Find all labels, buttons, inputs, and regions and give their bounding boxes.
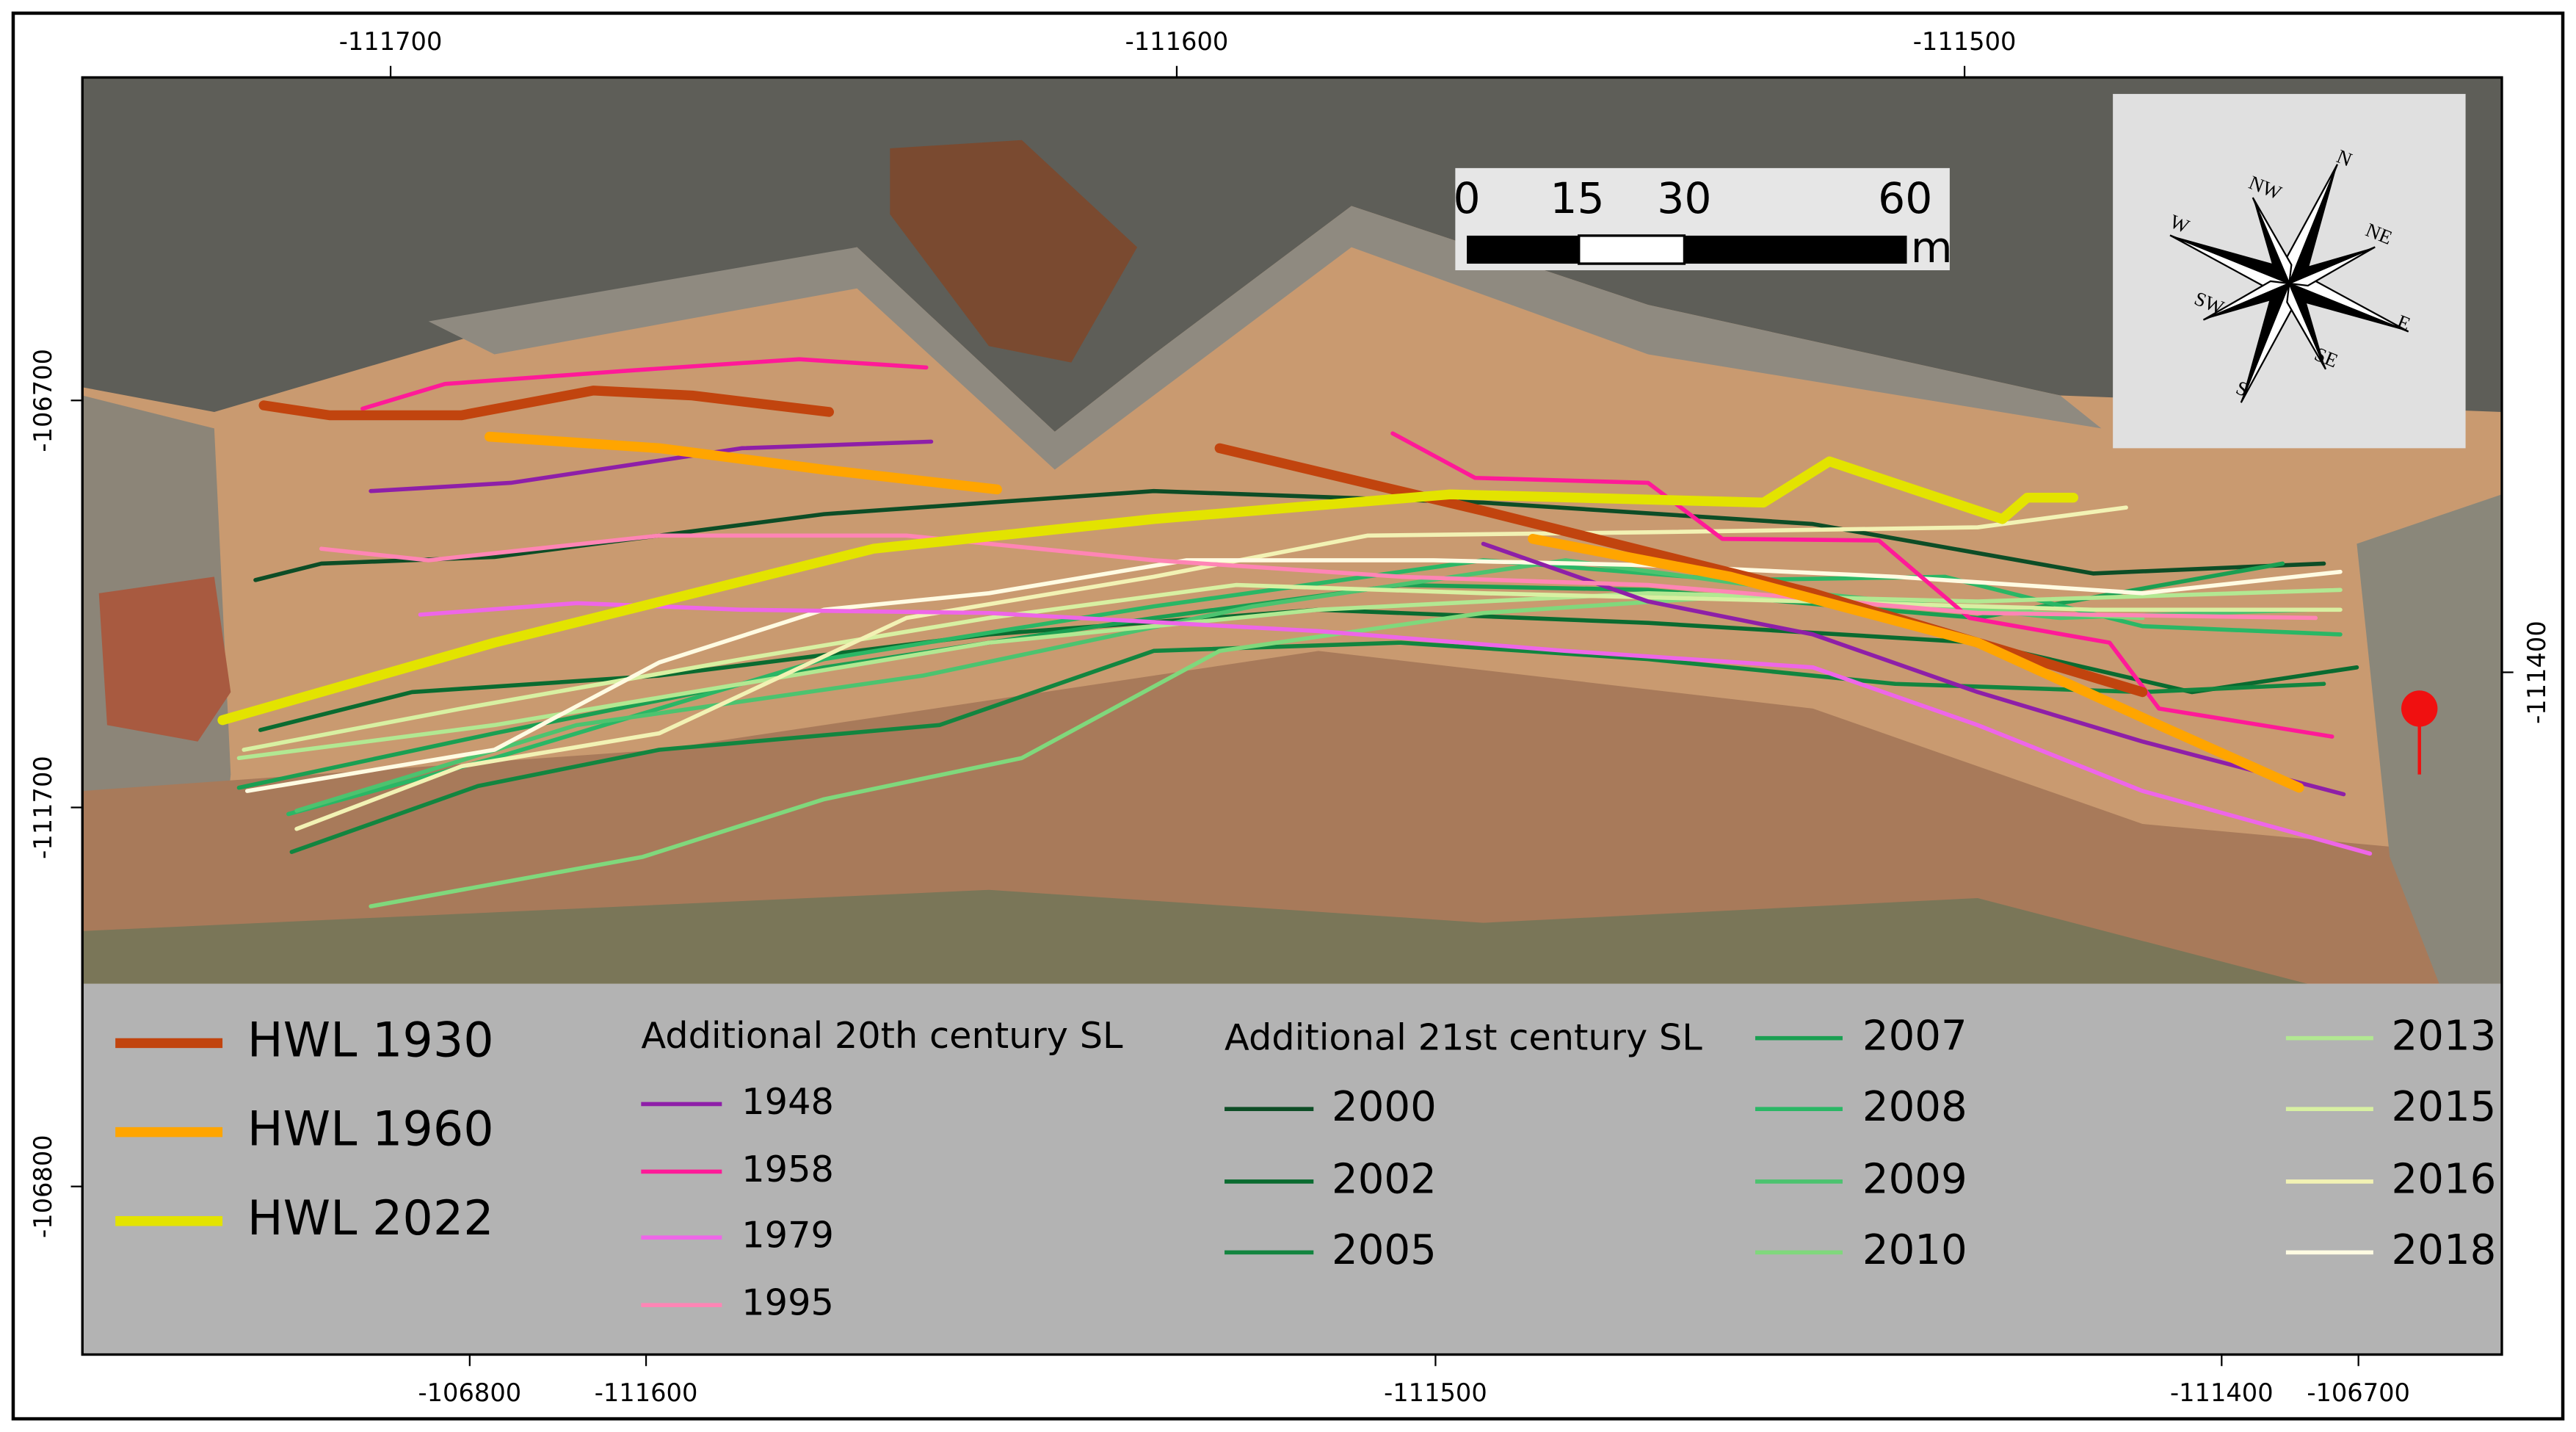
rocks [2357, 494, 2502, 984]
legend-label: 1995 [741, 1281, 834, 1324]
sea [82, 889, 2308, 984]
legend-label: 2018 [2392, 1226, 2497, 1274]
shoreline [1481, 541, 2346, 797]
shoreline [289, 640, 2326, 854]
shoreline [244, 558, 2343, 793]
outer-frame [11, 11, 2565, 1421]
compass-rose [2113, 93, 2466, 449]
shoreline [242, 582, 2343, 752]
legend-label: 2009 [1862, 1156, 1967, 1204]
coordinate-label: -111400 [2170, 1378, 2274, 1407]
legend-label: 2008 [1862, 1083, 1967, 1131]
coordinate-label: -111600 [1125, 27, 1229, 56]
legend-label: 2007 [1862, 1012, 1967, 1060]
legend-label: 2005 [1332, 1226, 1437, 1274]
scale-segment [1467, 235, 1579, 264]
scale-segment [1578, 234, 1686, 265]
shoreline [217, 456, 2078, 726]
shoreline [369, 439, 934, 493]
coordinate-label: -106800 [418, 1378, 522, 1407]
legend-group-title: Additional 20th century SL [641, 1014, 1123, 1057]
shoreline [236, 587, 2343, 761]
roof [98, 576, 231, 742]
scale-label: 30 [1657, 173, 1711, 223]
coordinate-label: -111700 [29, 756, 57, 859]
legend-label: 1958 [741, 1148, 834, 1190]
coordinate-label: -111600 [595, 1378, 698, 1407]
legend-label: 2000 [1332, 1083, 1437, 1131]
legend-label: 2013 [2392, 1012, 2497, 1060]
coordinate-label: -111700 [339, 27, 443, 56]
coordinate-label: -106800 [29, 1135, 57, 1238]
scale-label: 60 [1878, 173, 1932, 223]
shoreline [1390, 431, 2334, 739]
coordinate-label: -106700 [29, 349, 57, 452]
legend-label: 2016 [2392, 1156, 2497, 1204]
shoreline [253, 488, 2326, 582]
legend-label: 2015 [2392, 1083, 2497, 1131]
scale-unit: m [1911, 223, 1953, 272]
legend-label: HWL 1930 [247, 1013, 494, 1068]
coordinate-label: -106700 [2307, 1378, 2410, 1407]
legend-label: 2010 [1862, 1226, 1967, 1274]
coordinate-label: -111500 [1913, 27, 2017, 56]
promenade [428, 206, 2102, 470]
shoreline [360, 357, 929, 411]
legend-label: HWL 2022 [247, 1191, 494, 1246]
map-frame [81, 76, 2503, 1356]
legend-panel [82, 983, 2502, 1355]
shoreline [1528, 534, 2304, 793]
shoreline [485, 431, 1002, 495]
wet-sand [82, 651, 2502, 984]
legend-label: HWL 1960 [247, 1102, 494, 1157]
scale-bar [1455, 167, 1950, 271]
legend-label: 2002 [1332, 1156, 1437, 1204]
shoreline [319, 533, 2318, 621]
urban-area [82, 77, 2502, 432]
legend-group-title: Additional 21st century SL [1224, 1016, 1702, 1058]
shoreline [258, 386, 834, 421]
coordinate-label: -111400 [2522, 621, 2551, 724]
scale-label: 0 [1454, 173, 1481, 223]
shoreline [294, 505, 2128, 831]
basemap [82, 77, 2502, 984]
coordinate-label: -111500 [1384, 1378, 1487, 1407]
shorelines [217, 357, 2373, 908]
compass-star [2169, 164, 2409, 403]
legend-label: 1948 [741, 1080, 834, 1123]
scale-label: 15 [1550, 173, 1604, 223]
legend-label: 1979 [741, 1214, 834, 1256]
building [890, 140, 1138, 363]
scale-segment [1684, 235, 1907, 264]
